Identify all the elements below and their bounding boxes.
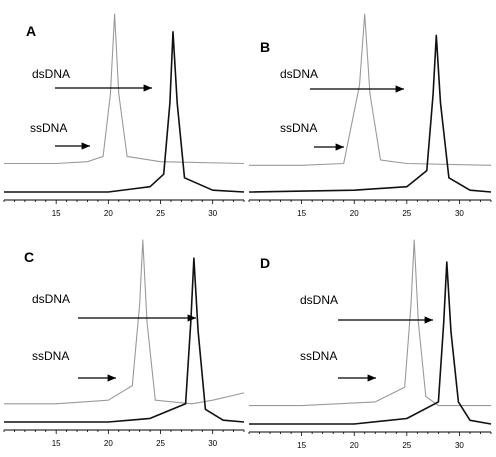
dsdna-label: dsDNA	[280, 67, 318, 81]
x-tick-label: 15	[297, 441, 306, 450]
dsdna-label: dsDNA	[32, 292, 70, 306]
x-tick-label: 30	[208, 439, 217, 448]
dsdna-label: dsDNA	[300, 293, 338, 307]
x-tick-label: 15	[52, 209, 61, 218]
x-tick-label: 15	[52, 439, 61, 448]
x-tick-label: 20	[104, 439, 113, 448]
trace-dsdna	[4, 257, 245, 423]
x-tick-label: 25	[402, 209, 411, 218]
trace-dsdna	[249, 261, 492, 425]
x-tick-label: 15	[297, 209, 306, 218]
x-tick-label: 25	[156, 209, 165, 218]
trace-dsdna	[248, 34, 492, 193]
x-tick-label: 20	[104, 209, 113, 218]
x-tick-label: 25	[156, 439, 165, 448]
x-tick-label: 30	[208, 209, 217, 218]
ssdna-label: ssDNA	[32, 349, 69, 363]
dsdna-label: dsDNA	[32, 67, 70, 81]
x-tick-label: 30	[455, 209, 464, 218]
panel-label: B	[260, 39, 270, 55]
trace-dsdna	[4, 31, 245, 193]
panel-label: C	[24, 249, 34, 265]
trace-ssdna	[4, 13, 245, 165]
panel-label: A	[26, 23, 36, 39]
x-tick-label: 20	[350, 209, 359, 218]
panel-label: D	[260, 255, 270, 271]
ssdna-label: ssDNA	[280, 121, 317, 135]
x-tick-label: 20	[350, 441, 359, 450]
trace-ssdna	[249, 239, 491, 407]
x-tick-label: 25	[402, 441, 411, 450]
trace-ssdna	[4, 239, 245, 405]
x-tick-label: 30	[455, 441, 464, 450]
ssdna-label: ssDNA	[300, 349, 337, 363]
trace-ssdna	[249, 13, 492, 166]
ssdna-label: ssDNA	[30, 121, 67, 135]
